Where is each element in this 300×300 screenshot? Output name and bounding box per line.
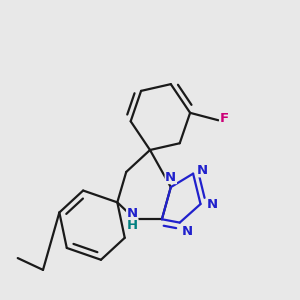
Text: N: N bbox=[207, 197, 218, 211]
Text: H: H bbox=[127, 220, 138, 232]
Text: F: F bbox=[220, 112, 229, 125]
Text: N: N bbox=[196, 164, 208, 177]
Text: N: N bbox=[127, 207, 138, 220]
Text: N: N bbox=[182, 225, 193, 238]
Text: N: N bbox=[165, 170, 176, 184]
